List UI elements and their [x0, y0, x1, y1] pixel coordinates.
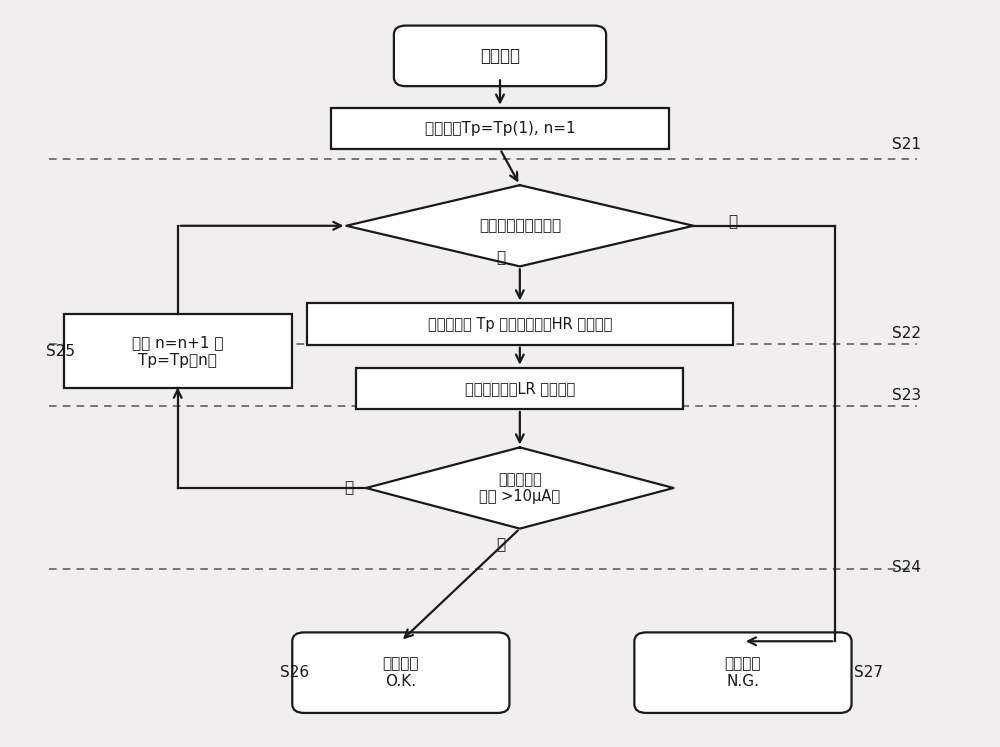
Text: 超过最大重复次数？: 超过最大重复次数？	[479, 218, 561, 233]
Bar	[331, 108, 669, 149]
Polygon shape	[346, 185, 693, 267]
Text: S22: S22	[892, 326, 921, 341]
Text: 否: 否	[344, 480, 353, 495]
Text: 塑造成功
O.K.: 塑造成功 O.K.	[383, 657, 419, 689]
Text: 以脉冲宽度 Tp 施加正脉冲（HR 化方向）: 以脉冲宽度 Tp 施加正脉冲（HR 化方向）	[428, 317, 612, 332]
FancyBboxPatch shape	[292, 633, 509, 713]
Text: S25: S25	[46, 344, 75, 359]
Text: 施加负脉冲（LR 化方向）: 施加负脉冲（LR 化方向）	[465, 381, 575, 396]
Text: S24: S24	[892, 560, 921, 574]
Text: 塑造失败
N.G.: 塑造失败 N.G.	[725, 657, 761, 689]
Text: 是: 是	[496, 538, 505, 553]
FancyBboxPatch shape	[634, 633, 852, 713]
Text: S23: S23	[892, 388, 921, 403]
Text: S26: S26	[280, 665, 309, 681]
Bar	[64, 314, 292, 388]
FancyBboxPatch shape	[394, 25, 606, 86]
Text: 开始塑造: 开始塑造	[480, 47, 520, 65]
Text: 设为 n=n+1 和
Tp=Tp（n）: 设为 n=n+1 和 Tp=Tp（n）	[132, 335, 223, 368]
Text: 测量电流及
判定 >10μA？: 测量电流及 判定 >10μA？	[479, 472, 560, 504]
Text: 否: 否	[496, 250, 505, 265]
Text: 是: 是	[728, 214, 737, 229]
Bar	[307, 303, 733, 344]
Text: 初始设定Tp=Tp(1), n=1: 初始设定Tp=Tp(1), n=1	[425, 121, 575, 136]
Polygon shape	[366, 447, 674, 529]
Bar	[356, 368, 683, 409]
Text: S21: S21	[892, 137, 921, 152]
Text: S27: S27	[854, 665, 883, 681]
